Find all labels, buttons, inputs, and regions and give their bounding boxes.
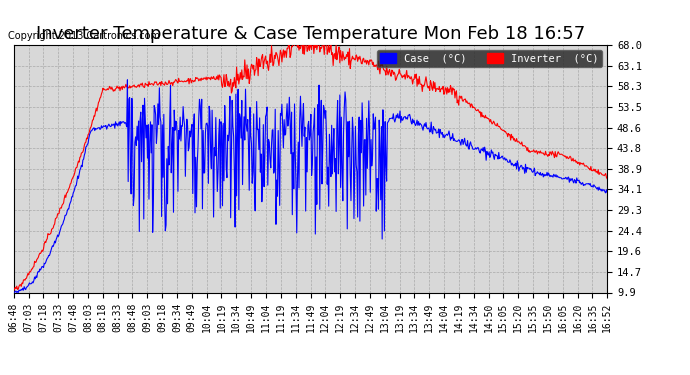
Legend: Case  (°C), Inverter  (°C): Case (°C), Inverter (°C)	[377, 50, 602, 67]
Title: Inverter Temperature & Case Temperature Mon Feb 18 16:57: Inverter Temperature & Case Temperature …	[36, 26, 585, 44]
Text: Copyright 2013 Cartronics.com: Copyright 2013 Cartronics.com	[8, 32, 160, 41]
